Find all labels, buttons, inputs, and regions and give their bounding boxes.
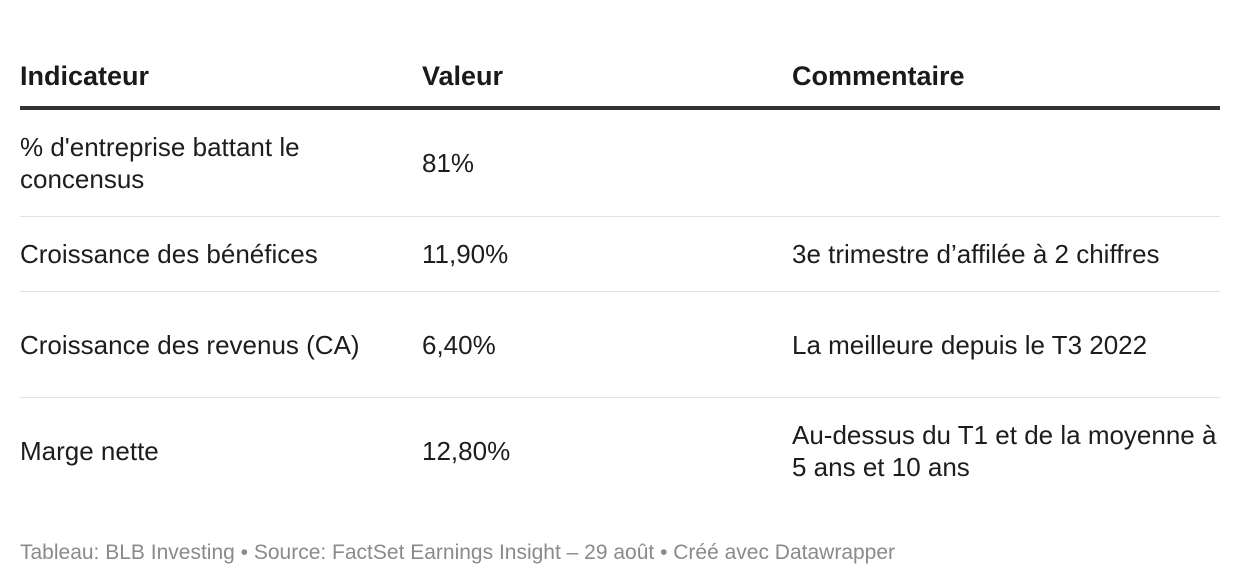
table-row: Marge nette 12,80% Au-dessus du T1 et de… (20, 398, 1220, 505)
cell-value: 6,40% (422, 291, 792, 398)
cell-indicator: Croissance des revenus (CA) (20, 291, 422, 398)
cell-indicator: Marge nette (20, 436, 159, 466)
cell-value: 12,80% (422, 436, 511, 466)
cell-value: 11,90% (422, 216, 792, 292)
table-row: % d'entreprise battant le concensus 81% (20, 108, 1220, 217)
header-row: Indicateur Valeur Commentaire (20, 46, 1220, 110)
cell-comment: La meilleure depuis le T3 2022 (792, 291, 1220, 398)
table-row: Croissance des bénéfices 11,90% 3e trime… (20, 216, 1220, 292)
header-indicateur: Indicateur (20, 46, 422, 110)
header-valeur: Valeur (422, 46, 792, 110)
data-table: Indicateur Valeur Commentaire % d'entrep… (20, 46, 1220, 504)
header-commentaire: Commentaire (792, 46, 1220, 110)
cell-indicator: Croissance des bénéfices (20, 216, 422, 292)
data-table-container: Indicateur Valeur Commentaire % d'entrep… (20, 46, 1220, 504)
table-header: Indicateur Valeur Commentaire (20, 46, 1220, 110)
table-body: % d'entreprise battant le concensus 81% … (20, 108, 1220, 504)
cell-comment: 3e trimestre d’affilée à 2 chiffres (792, 216, 1220, 292)
table-row: Croissance des revenus (CA) 6,40% La mei… (20, 291, 1220, 398)
cell-comment (792, 108, 1220, 217)
cell-comment: Au-dessus du T1 et de la moyenne à 5 ans… (792, 420, 1217, 482)
cell-value: 81% (422, 108, 792, 217)
cell-indicator: % d'entreprise battant le concensus (20, 108, 422, 217)
footer-credits: Tableau: BLB Investing • Source: FactSet… (20, 541, 896, 564)
